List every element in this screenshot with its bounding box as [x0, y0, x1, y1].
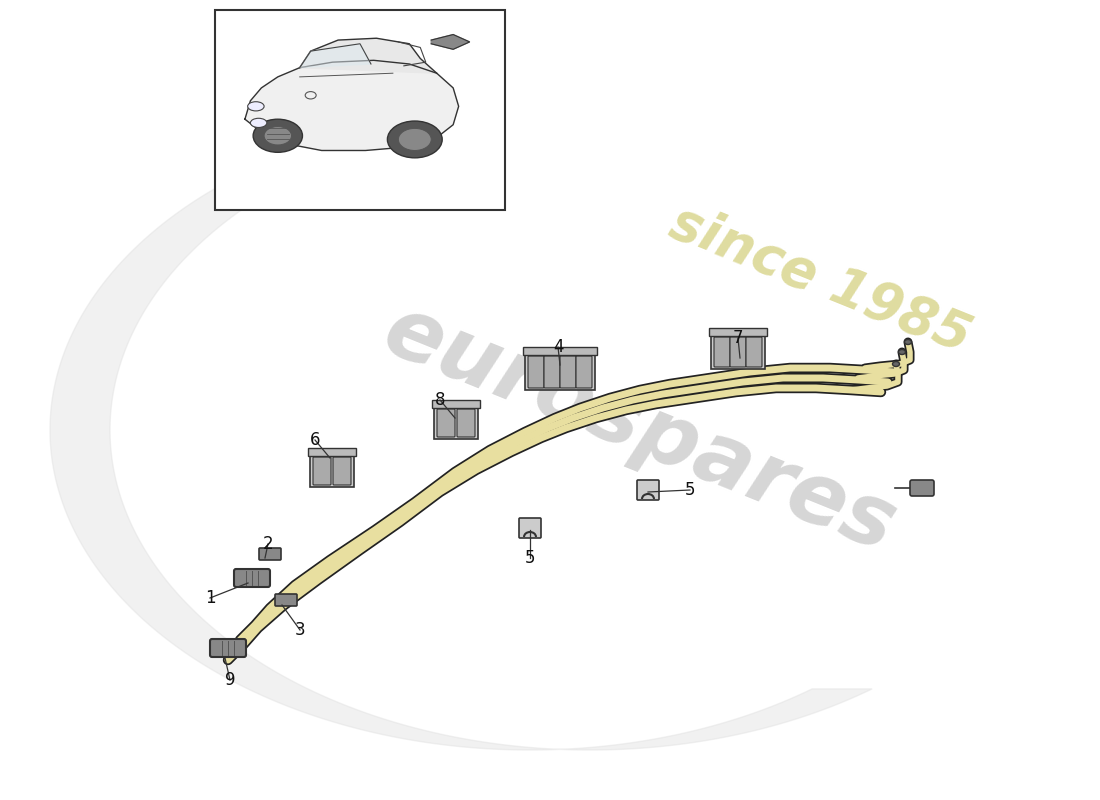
- Ellipse shape: [387, 121, 442, 158]
- FancyBboxPatch shape: [234, 569, 270, 587]
- FancyBboxPatch shape: [314, 457, 331, 485]
- Text: 7: 7: [733, 329, 744, 347]
- Text: 3: 3: [295, 621, 306, 639]
- Polygon shape: [299, 38, 437, 74]
- FancyBboxPatch shape: [214, 10, 505, 210]
- FancyBboxPatch shape: [456, 409, 475, 437]
- FancyBboxPatch shape: [210, 639, 246, 657]
- Text: 5: 5: [525, 549, 536, 567]
- Ellipse shape: [264, 126, 292, 145]
- FancyBboxPatch shape: [576, 356, 592, 388]
- FancyBboxPatch shape: [333, 457, 351, 485]
- FancyBboxPatch shape: [746, 337, 762, 367]
- FancyBboxPatch shape: [522, 347, 597, 355]
- Ellipse shape: [253, 119, 302, 152]
- Text: since 1985: since 1985: [662, 196, 978, 364]
- FancyBboxPatch shape: [730, 337, 746, 367]
- FancyBboxPatch shape: [258, 548, 280, 560]
- Text: 5: 5: [684, 481, 695, 499]
- FancyBboxPatch shape: [711, 333, 764, 369]
- FancyBboxPatch shape: [560, 356, 576, 388]
- Polygon shape: [299, 44, 371, 68]
- Ellipse shape: [251, 118, 267, 127]
- Ellipse shape: [398, 129, 431, 150]
- Ellipse shape: [248, 102, 264, 111]
- FancyBboxPatch shape: [528, 356, 544, 388]
- FancyBboxPatch shape: [637, 480, 659, 500]
- FancyBboxPatch shape: [525, 352, 595, 390]
- Text: eurospares: eurospares: [372, 290, 908, 570]
- Polygon shape: [245, 60, 459, 150]
- Ellipse shape: [904, 339, 912, 345]
- Text: 6: 6: [310, 431, 320, 449]
- FancyBboxPatch shape: [544, 356, 560, 388]
- Ellipse shape: [899, 350, 905, 354]
- FancyBboxPatch shape: [432, 400, 480, 408]
- FancyBboxPatch shape: [434, 405, 478, 439]
- FancyBboxPatch shape: [710, 328, 767, 336]
- Text: 2: 2: [263, 535, 273, 553]
- Text: 8: 8: [434, 391, 446, 409]
- FancyBboxPatch shape: [275, 594, 297, 606]
- FancyBboxPatch shape: [910, 480, 934, 496]
- FancyBboxPatch shape: [714, 337, 730, 367]
- Text: 4: 4: [552, 338, 563, 356]
- Polygon shape: [50, 126, 872, 750]
- Text: 9: 9: [224, 671, 235, 689]
- Ellipse shape: [892, 362, 900, 366]
- FancyBboxPatch shape: [519, 518, 541, 538]
- Polygon shape: [431, 34, 470, 50]
- FancyBboxPatch shape: [310, 453, 354, 487]
- FancyBboxPatch shape: [437, 409, 455, 437]
- Text: 1: 1: [205, 589, 216, 607]
- FancyBboxPatch shape: [308, 448, 356, 456]
